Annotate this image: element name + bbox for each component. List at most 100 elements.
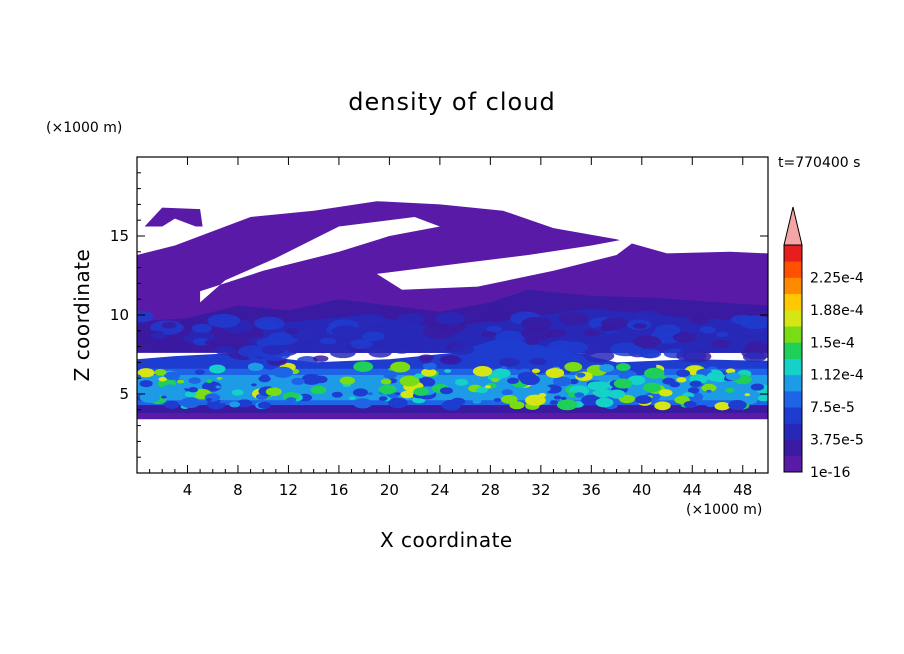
colorbar-swatch — [784, 439, 802, 457]
colorbar-label: 2.25e-4 — [810, 270, 864, 286]
contour-cell — [676, 349, 707, 363]
contour-cell — [521, 316, 553, 331]
contour-cell — [757, 395, 768, 402]
colorbar-swatch — [784, 407, 802, 424]
contour-cell — [161, 321, 177, 329]
contour-gap — [376, 236, 642, 290]
contour-cell — [501, 394, 518, 404]
contour-cell — [662, 377, 676, 385]
contour-cell — [397, 313, 426, 326]
contour-cell — [399, 375, 420, 387]
contour-cell — [207, 313, 241, 328]
contour-cell — [644, 367, 665, 379]
contour-cell — [163, 371, 181, 380]
contour-cell — [176, 379, 185, 384]
contour-cell — [362, 331, 385, 342]
contour-cell — [594, 388, 611, 398]
contour-cell — [353, 398, 373, 409]
x-axis-label: X coordinate — [380, 528, 513, 552]
contour-cell — [205, 397, 212, 402]
colorbar-swatch — [784, 455, 802, 473]
contour-cell — [231, 389, 244, 396]
contour-cell — [395, 392, 401, 396]
contour-cell — [469, 337, 481, 343]
contour-cell — [529, 357, 547, 366]
y-axis: 5 10 15 — [110, 172, 768, 458]
contour-cell — [285, 397, 297, 403]
colorbar-swatch — [784, 277, 802, 295]
contour-cell — [449, 344, 475, 355]
contour-cell — [658, 389, 673, 397]
contour-cell — [454, 378, 469, 386]
x-tick-label: 32 — [531, 481, 550, 499]
contour-cell — [635, 395, 652, 405]
contour-cell — [608, 389, 626, 399]
contour-cell — [353, 361, 374, 372]
contour-cell — [156, 337, 188, 351]
contour-cell — [745, 341, 768, 352]
contour-cell — [184, 390, 197, 398]
contour-cell — [521, 326, 553, 341]
contour-cell — [574, 392, 585, 398]
contour-cell — [654, 401, 671, 411]
contour-cell — [154, 369, 167, 376]
contour-cell — [544, 384, 562, 394]
contour-cell — [265, 364, 275, 370]
contour-gap — [200, 217, 440, 303]
contour-cell — [137, 332, 148, 343]
y-tick-label: 10 — [110, 306, 129, 324]
contour-cell — [331, 325, 362, 338]
contour-cell — [687, 387, 700, 394]
contour-cell — [538, 393, 547, 398]
contour-cell — [178, 331, 191, 336]
contour-cell — [632, 335, 662, 348]
contour-cell — [552, 376, 572, 387]
contour-cell — [501, 389, 513, 396]
colorbar-swatch — [784, 374, 802, 392]
x-tick-label: 4 — [183, 481, 193, 499]
contour-gap — [137, 218, 201, 248]
colorbar-label: 1.88e-4 — [810, 303, 864, 319]
contour-cell — [229, 401, 241, 408]
contour-cell — [642, 382, 661, 393]
contour-cell — [739, 315, 768, 330]
contour-cell — [339, 376, 356, 385]
colorbar-label: 3.75e-5 — [810, 433, 864, 449]
contour-cell — [179, 318, 198, 327]
contour-cell — [486, 325, 502, 333]
contour-cell — [688, 315, 710, 325]
contour-cell — [459, 388, 469, 394]
contour-cell — [539, 385, 551, 392]
contour-level-1 — [144, 207, 203, 227]
contour-cell — [699, 326, 716, 334]
contour-cell — [236, 399, 253, 408]
x-axis-unit: (×1000 m) — [686, 502, 763, 518]
colorbar-swatch — [784, 390, 802, 408]
contour-cell — [725, 387, 735, 393]
contour-cell — [331, 391, 343, 398]
contour-cell — [421, 368, 437, 377]
contour-cell — [358, 313, 386, 326]
contour-cell — [137, 368, 155, 378]
contour-cell — [520, 374, 540, 386]
contour-cell — [378, 384, 397, 395]
contour-cell — [717, 403, 727, 409]
contour-cell — [137, 310, 154, 323]
contour-cell — [414, 373, 424, 379]
colorbar-over-arrow — [783, 206, 803, 246]
contour-cell — [214, 345, 237, 356]
contour-cell — [450, 397, 466, 406]
contour-cell — [690, 380, 702, 387]
contour-cell — [311, 343, 335, 354]
contour-cell — [390, 361, 411, 373]
contour-cell — [139, 391, 161, 403]
contour-cell — [413, 387, 429, 396]
contour-cell — [558, 312, 590, 326]
contour-cell — [418, 354, 434, 361]
x-tick-label: 12 — [279, 481, 298, 499]
contour-cell — [706, 371, 725, 382]
colorbar-swatch — [784, 309, 802, 327]
time-label: t=770400 s — [778, 155, 861, 171]
contour-cell — [525, 394, 546, 406]
